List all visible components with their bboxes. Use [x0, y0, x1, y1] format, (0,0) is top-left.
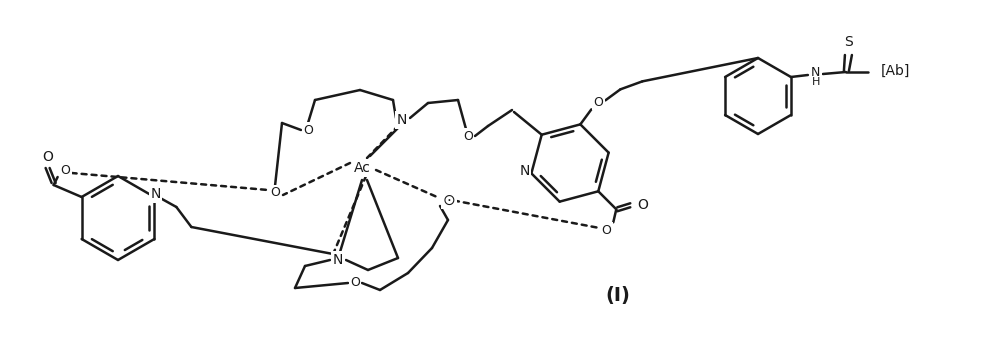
- Text: O: O: [463, 129, 473, 142]
- Text: H: H: [812, 77, 820, 87]
- Text: Ac: Ac: [354, 161, 370, 175]
- Text: N: N: [519, 164, 530, 179]
- Text: N: N: [150, 187, 161, 201]
- Text: [Ab]: [Ab]: [881, 64, 911, 78]
- Text: O: O: [601, 224, 611, 237]
- Text: ⊙: ⊙: [443, 192, 455, 207]
- Text: (I): (I): [606, 286, 630, 306]
- Text: N: N: [333, 253, 343, 267]
- Text: N: N: [397, 113, 407, 127]
- Text: N: N: [811, 65, 821, 79]
- Text: O: O: [303, 124, 313, 136]
- Text: O: O: [350, 277, 360, 290]
- Text: O: O: [593, 96, 603, 109]
- Text: O: O: [61, 165, 71, 177]
- Text: S: S: [845, 35, 853, 49]
- Text: O: O: [637, 198, 648, 212]
- Text: O: O: [42, 150, 53, 164]
- Text: O: O: [270, 187, 280, 199]
